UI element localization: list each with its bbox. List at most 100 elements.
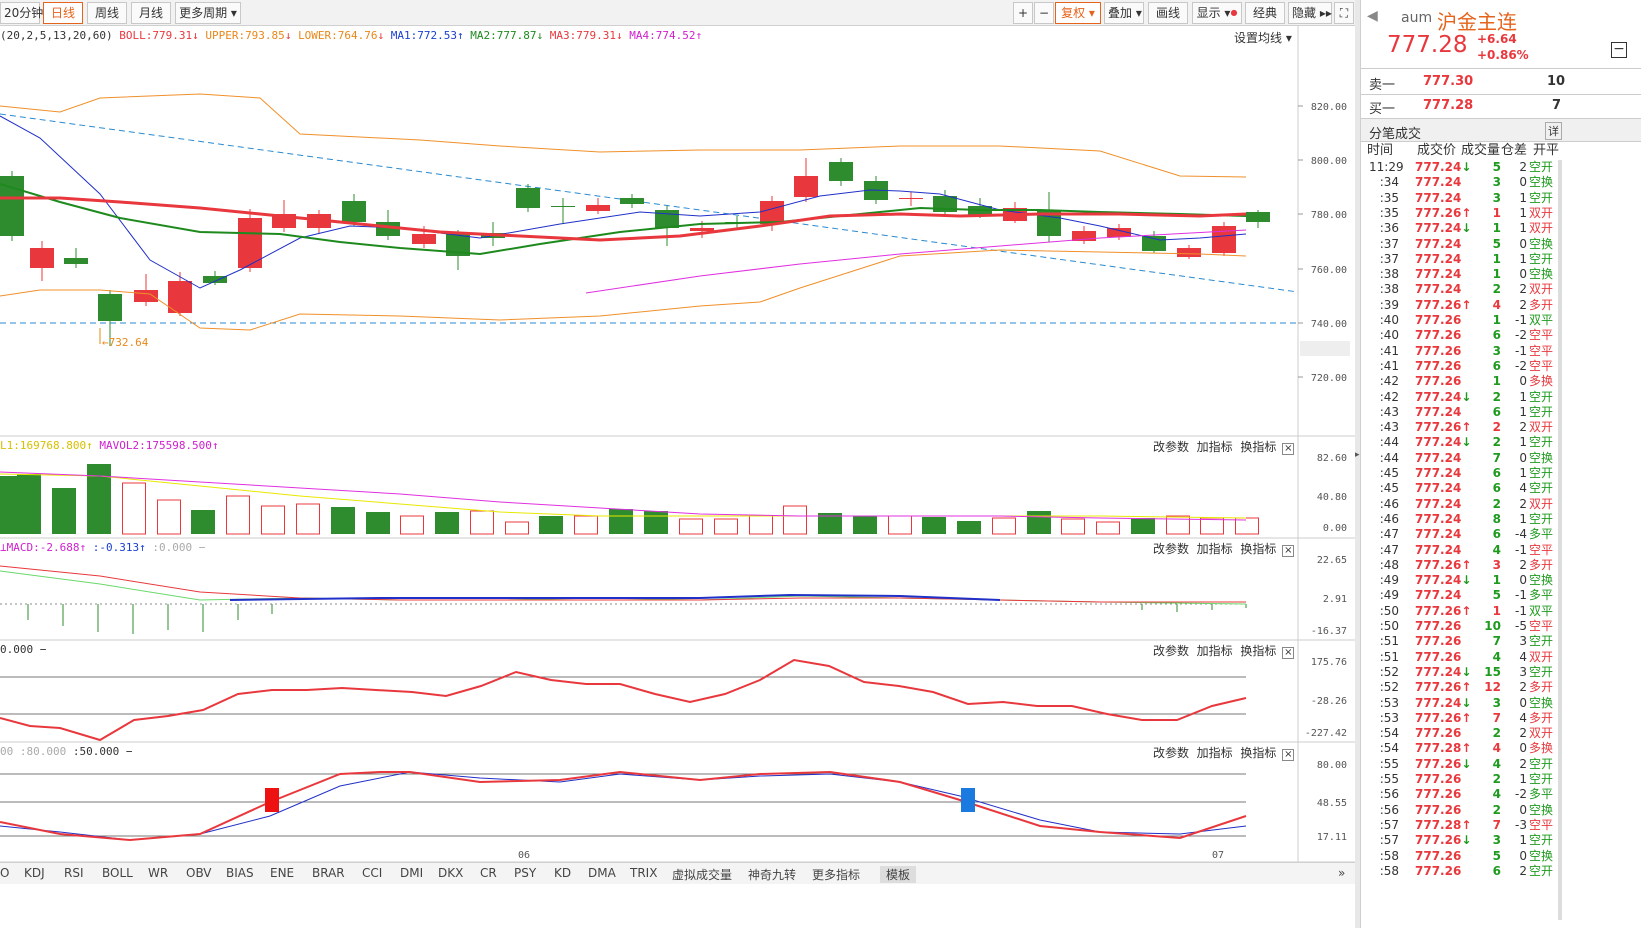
trade-price: 777.24 (1415, 282, 1462, 297)
quote-panel: ◀ aum 沪金主连 777.28 +6.64 +0.86% − 卖一 777.… (1360, 0, 1641, 928)
trade-time: 11:29 (1369, 160, 1404, 174)
trade-price: 777.24↓ (1415, 389, 1472, 404)
trade-volume: 1 (1492, 374, 1501, 389)
tab-2[interactable]: RSI (64, 866, 84, 880)
tab-17[interactable]: 虚拟成交量 (672, 868, 733, 882)
period-month-button[interactable]: 月线 (131, 2, 171, 24)
close-icon[interactable]: × (1282, 545, 1295, 557)
volume-bar (17, 474, 41, 534)
add-indicator-button[interactable]: 加指标 (1196, 644, 1233, 658)
tab-9[interactable]: CCI (362, 866, 383, 880)
switch-indicator-button[interactable]: 换指标 (1240, 746, 1277, 760)
adjust-dropdown[interactable]: 复权 ▾ (1055, 2, 1101, 24)
fullscreen-button[interactable]: ⛶ (1334, 2, 1354, 24)
tab-1[interactable]: KDJ (24, 866, 45, 880)
tab-5[interactable]: OBV (186, 866, 212, 880)
trade-oi-change: 1 (1519, 466, 1527, 480)
trades-scrollbar[interactable] (1558, 160, 1562, 920)
volume-bar (749, 515, 773, 535)
trade-oi-change: -2 (1515, 328, 1527, 343)
kline-chart[interactable]: 820.00800.00780.00760.00740.00727.30720.… (0, 26, 1355, 862)
add-indicator-button[interactable]: 加指标 (1196, 542, 1233, 556)
trades-detail-button[interactable]: 详 (1545, 122, 1562, 140)
close-icon[interactable]: × (1282, 749, 1295, 761)
volume-bar (1061, 518, 1085, 535)
tab-14[interactable]: KD (554, 866, 572, 880)
add-indicator-button[interactable]: 加指标 (1196, 746, 1233, 760)
draw-line-button[interactable]: 画线 (1148, 2, 1188, 24)
trade-volume: 5 (1492, 160, 1501, 174)
trade-row: :51 777.26 4 4 双开 (1361, 650, 1641, 665)
edit-params-button[interactable]: 改参数 (1153, 440, 1190, 454)
trade-row: :54 777.26 2 2 双开 (1361, 726, 1641, 741)
price-change: +6.64 (1477, 32, 1517, 46)
ind4-signal-up (265, 788, 279, 812)
hide-button[interactable]: 隐藏 ▸▸ (1288, 2, 1332, 24)
zoom-in-button[interactable]: + (1013, 2, 1033, 24)
prev-instrument-icon[interactable]: ◀ (1367, 8, 1378, 24)
tab-15[interactable]: DMA (588, 866, 616, 880)
boll-params: (20,2,5,13,20,60) (0, 29, 113, 42)
trade-price: 777.26 (1415, 649, 1462, 664)
tabs-scroll-right-icon[interactable]: » (1338, 866, 1346, 880)
ma4-line (585, 229, 1247, 294)
ind3-panel-ops: 改参数 加指标 换指标 × (1153, 642, 1295, 659)
volume-bar (435, 512, 459, 534)
switch-indicator-button[interactable]: 换指标 (1240, 440, 1277, 454)
period-week-button[interactable]: 周线 (87, 2, 127, 24)
switch-indicator-button[interactable]: 换指标 (1240, 542, 1277, 556)
close-icon[interactable]: × (1282, 443, 1295, 455)
period-20min-button[interactable]: 20分钟 (0, 2, 43, 24)
ma-settings-dropdown[interactable]: 设置均线 ▾ (1234, 31, 1292, 45)
trade-volume: 6 (1492, 328, 1501, 343)
trade-time: :47 (1379, 542, 1399, 557)
trade-time: :50 (1379, 603, 1399, 618)
overlay-dropdown[interactable]: 叠加 ▾ (1104, 2, 1144, 24)
panel-splitter[interactable]: ▸ (1355, 0, 1360, 928)
tab-0[interactable]: O (0, 866, 10, 880)
volume-bar (853, 516, 877, 534)
edit-params-button[interactable]: 改参数 (1153, 542, 1190, 556)
tab-4[interactable]: WR (148, 866, 169, 880)
trade-oi-change: 0 (1519, 695, 1527, 710)
ind3-value: 0.000 (0, 643, 34, 656)
trade-type: 空平 (1529, 343, 1554, 358)
tab-3[interactable]: BOLL (102, 866, 133, 880)
tab-11[interactable]: DKX (438, 866, 464, 880)
add-indicator-button[interactable]: 加指标 (1196, 440, 1233, 454)
tab-18[interactable]: 神奇九转 (748, 868, 797, 882)
trade-price: 777.26 (1415, 374, 1462, 389)
tab-8[interactable]: BRAR (312, 866, 345, 880)
tab-10[interactable]: DMI (400, 866, 424, 880)
trade-oi-change: 1 (1519, 221, 1527, 236)
trade-price: 777.28↑ (1415, 741, 1472, 756)
ma4-value: MA4:774.52 (629, 29, 696, 42)
tab-13[interactable]: PSY (514, 866, 537, 880)
trade-time: :43 (1379, 404, 1399, 419)
main-legend: (20,2,5,13,20,60) BOLL:779.31↓ UPPER:793… (0, 29, 703, 42)
tab-20[interactable]: 模板 (880, 866, 917, 883)
trade-price: 777.26↓ (1415, 833, 1472, 848)
tab-12[interactable]: CR (480, 866, 497, 880)
tab-19[interactable]: 更多指标 (812, 868, 861, 882)
edit-params-button[interactable]: 改参数 (1153, 746, 1190, 760)
tab-16[interactable]: TRIX (630, 866, 658, 880)
trade-volume: 4 (1492, 649, 1501, 664)
switch-indicator-button[interactable]: 换指标 (1240, 644, 1277, 658)
close-icon[interactable]: × (1282, 647, 1295, 659)
macd-tick-label: 22.65 (1317, 555, 1347, 566)
collapse-icon[interactable]: − (1611, 42, 1627, 58)
classic-button[interactable]: 经典 (1245, 2, 1285, 24)
trade-row: :40 777.26 6 -2 空平 (1361, 328, 1641, 343)
zoom-out-button[interactable]: − (1034, 2, 1054, 24)
display-dropdown[interactable]: 显示 ▾● (1192, 2, 1242, 24)
period-day-button[interactable]: 日线 (43, 2, 83, 24)
volume-bar (331, 507, 355, 534)
trade-row: :40 777.26 1 -1 双平 (1361, 313, 1641, 328)
tab-7[interactable]: ENE (270, 866, 295, 880)
trade-time: :45 (1379, 481, 1399, 496)
edit-params-button[interactable]: 改参数 (1153, 644, 1190, 658)
trade-time: :48 (1379, 557, 1399, 572)
more-periods-dropdown[interactable]: 更多周期 ▾ (175, 2, 241, 24)
tab-6[interactable]: BIAS (226, 866, 254, 880)
